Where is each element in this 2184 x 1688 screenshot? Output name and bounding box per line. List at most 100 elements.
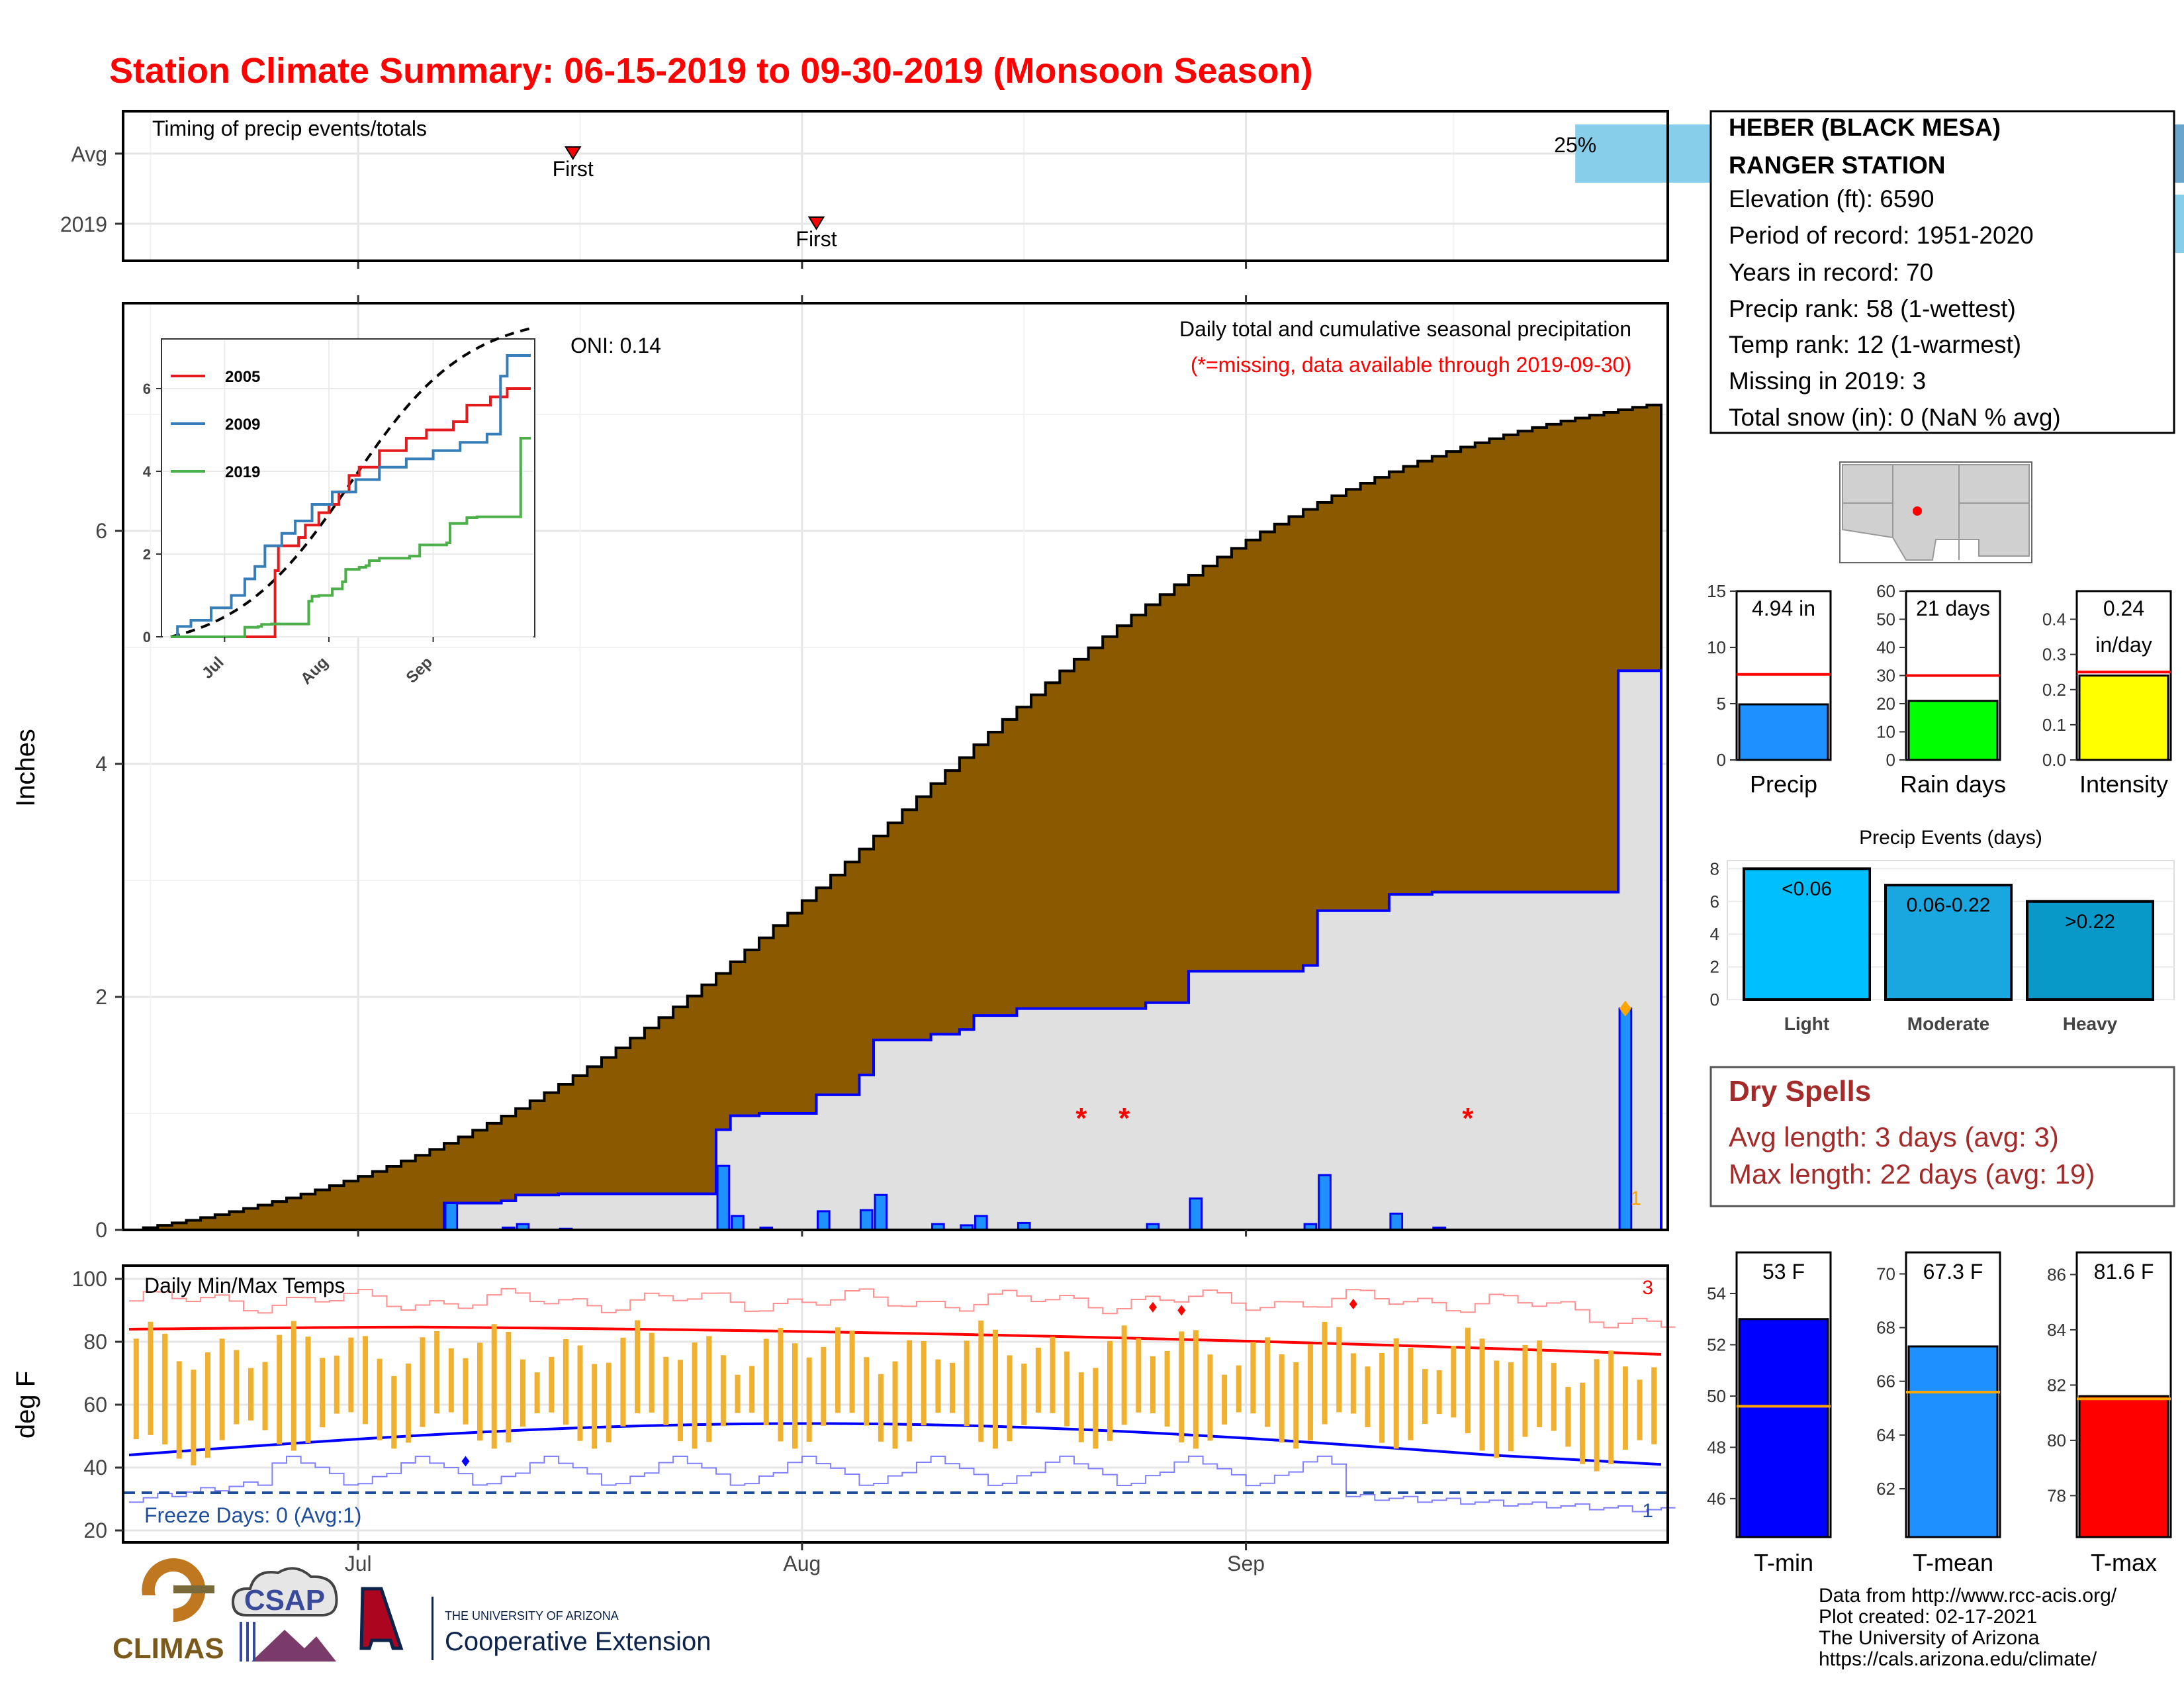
ua-small-text: THE UNIVERSITY OF ARIZONA xyxy=(445,1609,619,1622)
csap-wordmark: CSAP xyxy=(244,1584,325,1617)
events-y-tick-label: 0 xyxy=(1710,990,1719,1009)
timing-first-marker xyxy=(807,216,825,230)
summary-y-tick-label: 30 xyxy=(1876,666,1895,686)
temp-day-bar xyxy=(1551,1363,1557,1431)
daily-precip-bar xyxy=(974,1215,988,1231)
summary-y-tick-label: 50 xyxy=(1876,610,1895,630)
precip-y-axis: 0 2 4 6 xyxy=(95,519,123,1242)
temp-day-bar xyxy=(1222,1374,1228,1425)
temp-day-bar xyxy=(491,1324,497,1449)
precip-y-tick-label: 6 xyxy=(95,519,107,543)
temp-day-bar xyxy=(692,1342,698,1449)
temp-day-bar xyxy=(1451,1346,1457,1418)
temp-day-bar xyxy=(677,1360,683,1442)
ua-big-text: Cooperative Extension xyxy=(445,1627,711,1656)
climas-mark xyxy=(142,1558,206,1622)
event-bar-0 xyxy=(1743,867,1871,1001)
temp-day-bar xyxy=(1078,1372,1084,1442)
temp-day-bar xyxy=(477,1342,483,1441)
event-bar-2 xyxy=(2026,900,2154,1001)
inset-lines xyxy=(170,327,531,638)
temp-day-bar xyxy=(1265,1337,1271,1427)
inset-legend: 2005 2009 2019 xyxy=(171,368,260,481)
station-years: Years in record: 70 xyxy=(1729,259,1933,286)
temp-day-bar xyxy=(878,1374,884,1442)
climas-wordmark: CLIMAS xyxy=(113,1632,224,1665)
timing-first-label: First xyxy=(796,227,837,251)
station-frame xyxy=(1709,110,2175,434)
temp-summary-y-tick-label: 62 xyxy=(1876,1479,1895,1499)
station-missing: Missing in 2019: 3 xyxy=(1729,367,1926,395)
temp-day-bar xyxy=(1651,1367,1657,1444)
climas-mark-bar xyxy=(173,1585,214,1593)
temp-day-bar xyxy=(606,1362,612,1442)
footer-line-4: https://cals.arizona.edu/climate/ xyxy=(1819,1648,2097,1670)
event-category-label: Moderate xyxy=(1907,1013,1989,1034)
temp-daily-bars xyxy=(133,1299,1657,1472)
summary-value: 4.94 in xyxy=(1752,596,1815,620)
temp-day-bar xyxy=(1193,1330,1199,1449)
temp-y-label: deg F xyxy=(11,1371,40,1438)
temp-header: Daily Min/Max Temps xyxy=(144,1274,345,1297)
precip-y-label: Inches xyxy=(11,729,40,807)
temp-day-bar xyxy=(1179,1331,1185,1442)
temp-summary-y-tick-label: 64 xyxy=(1876,1425,1895,1445)
temp-day-bar xyxy=(907,1340,913,1442)
temp-day-bar xyxy=(792,1343,798,1449)
temp-day-bar xyxy=(964,1340,970,1427)
summary-y-tick-label: 0 xyxy=(1886,750,1895,770)
temp-y-tick-label: 40 xyxy=(83,1456,107,1479)
record-max-marker xyxy=(1177,1305,1186,1316)
temp-summary-y-tick-label: 66 xyxy=(1876,1372,1895,1391)
temp-day-bar xyxy=(434,1331,440,1414)
inset-average-line xyxy=(170,327,531,638)
temp-day-bar xyxy=(1293,1362,1299,1449)
temp-y-tick-label: 60 xyxy=(83,1393,107,1417)
dry-spells-box: Dry Spells Avg length: 3 days (avg: 3) M… xyxy=(1709,1066,2175,1207)
summary-y-tick-label: 10 xyxy=(1876,722,1895,742)
temp-day-bar xyxy=(1379,1352,1385,1443)
temp-day-bar xyxy=(520,1359,525,1427)
temp-day-bar xyxy=(1093,1368,1099,1449)
temp-day-bar xyxy=(1565,1387,1571,1447)
summary-y-tick-label: 60 xyxy=(1876,581,1895,601)
temp-day-bar xyxy=(148,1321,154,1435)
timing-row-label-2019: 2019 xyxy=(60,212,107,236)
temp-day-bar xyxy=(133,1338,139,1440)
inset-y-tick-label: 0 xyxy=(143,629,151,645)
temp-day-bar xyxy=(176,1361,182,1459)
temp-day-bar xyxy=(663,1356,669,1425)
inset-y-tick-label: 4 xyxy=(143,463,152,480)
temp-day-bar xyxy=(463,1358,469,1425)
temp-day-bar xyxy=(262,1362,268,1430)
summary-y-tick-label: 0 xyxy=(1717,750,1726,770)
temp-summary-y-tick-label: 78 xyxy=(2047,1485,2066,1505)
temp-day-bar xyxy=(892,1361,898,1449)
precip-y-tick-label: 0 xyxy=(95,1218,107,1242)
temp-day-bar xyxy=(1479,1338,1485,1451)
summary-value-unit: in/day xyxy=(2095,633,2152,657)
temp-day-bar xyxy=(362,1336,368,1425)
timing-first-label: First xyxy=(553,157,594,181)
timing-title: Timing of precip events/totals xyxy=(152,117,427,140)
temp-day-bar xyxy=(950,1362,956,1413)
station-info-box: HEBER (BLACK MESA) RANGER STATION Elevat… xyxy=(1709,110,2175,434)
map-state-borders xyxy=(1843,465,2029,560)
daily-precip-bar xyxy=(1618,1008,1633,1231)
temp-day-bar xyxy=(1594,1359,1600,1472)
summary-value: 21 days xyxy=(1916,596,1990,620)
missing-asterisk: * xyxy=(1075,1102,1087,1135)
inset-legend-label: 2019 xyxy=(225,463,260,481)
events-y-tick-label: 6 xyxy=(1710,892,1719,912)
summary-category-label: Precip xyxy=(1750,771,1817,798)
inset-y-tick-label: 6 xyxy=(143,381,151,397)
event-category-label: Light xyxy=(1784,1013,1829,1034)
temp-day-bar xyxy=(348,1337,354,1413)
temp-summary-y-tick-label: 48 xyxy=(1707,1437,1726,1457)
inset-series-line-2019 xyxy=(171,437,531,638)
logos: CLIMAS CSAP THE UNIVERSITY OF ARIZONA Co… xyxy=(113,1558,711,1665)
temp-summary-bar-1 xyxy=(1907,1345,1999,1538)
